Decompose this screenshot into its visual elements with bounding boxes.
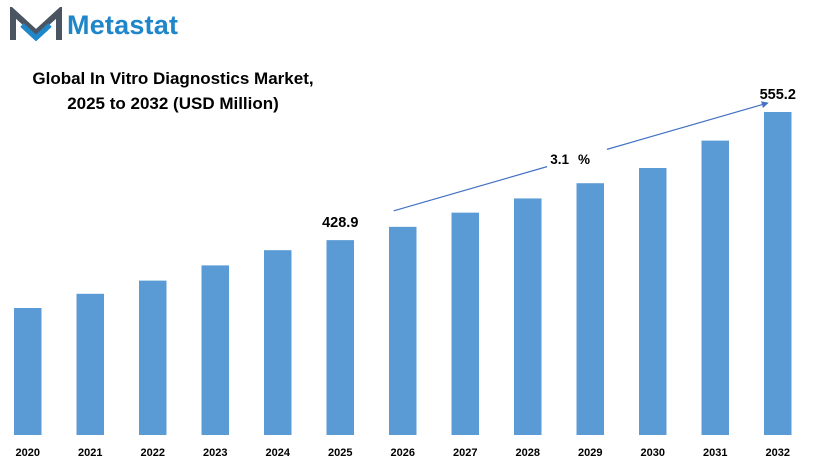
- cagr-arrow-left-segment: [393, 166, 548, 212]
- bar-2030: [639, 168, 667, 435]
- bar-2027: [451, 212, 479, 435]
- bar-2024: [264, 250, 292, 435]
- bar-2020: [14, 308, 42, 435]
- x-tick-label-2028: 2028: [516, 447, 540, 459]
- x-tick-label-2024: 2024: [266, 447, 291, 459]
- x-tick-label-2029: 2029: [578, 447, 602, 459]
- x-tick-label-2021: 2021: [78, 447, 102, 459]
- metastat-m-logo-icon: [10, 7, 62, 42]
- bars-group: [14, 112, 792, 435]
- cagr-value: 3.1: [550, 152, 569, 167]
- bar-2021: [76, 293, 104, 435]
- bar-2029: [576, 183, 604, 435]
- cagr-arrow-right-segment: [606, 101, 769, 150]
- chart-title-line-2: 2025 to 2032 (USD Million): [67, 94, 279, 113]
- x-axis-ticks: 2020 2021 2022 2023 2024 2025 2026 2027 2028 2029…: [16, 447, 790, 459]
- bar-2025: [326, 240, 354, 435]
- chart-title: Global In Vitro Diagnostics Market, 2025…: [8, 66, 338, 116]
- x-tick-label-2020: 2020: [16, 447, 40, 459]
- data-labels: 428.9 555.2: [322, 87, 796, 231]
- chart-title-line-1: Global In Vitro Diagnostics Market,: [32, 69, 314, 88]
- cagr-annotation: 3.1%: [393, 101, 769, 212]
- brand-name: Metastat: [67, 10, 179, 40]
- cagr-unit: %: [578, 152, 590, 167]
- bar-2032: [764, 112, 792, 435]
- x-tick-label-2022: 2022: [141, 447, 165, 459]
- bar-2022: [139, 280, 167, 435]
- x-tick-label-2032: 2032: [766, 447, 790, 459]
- x-tick-label-2023: 2023: [203, 447, 227, 459]
- x-tick-label-2027: 2027: [453, 447, 477, 459]
- data-label-2032: 555.2: [760, 87, 796, 103]
- x-tick-label-2031: 2031: [703, 447, 727, 459]
- x-tick-label-2026: 2026: [391, 447, 415, 459]
- bar-2026: [389, 226, 417, 435]
- x-tick-label-2030: 2030: [641, 447, 665, 459]
- bar-2028: [514, 198, 542, 435]
- x-tick-label-2025: 2025: [328, 447, 352, 459]
- bar-2023: [201, 265, 229, 435]
- data-label-2025: 428.9: [322, 215, 358, 231]
- brand-logo: Metastat: [9, 7, 178, 43]
- bar-2031: [701, 140, 729, 435]
